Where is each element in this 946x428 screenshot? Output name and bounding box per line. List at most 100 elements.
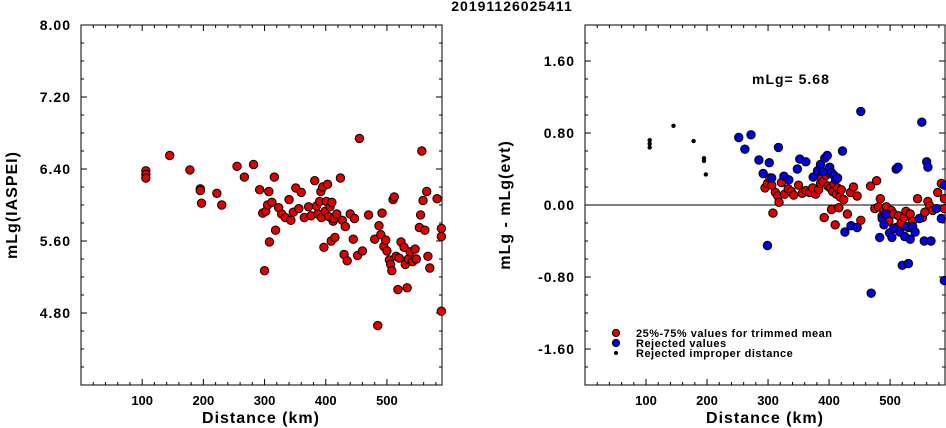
data-point: [349, 213, 360, 224]
data-point: [382, 246, 392, 256]
data-point-rejected: [840, 227, 850, 237]
left-plot-frame: [80, 24, 443, 386]
data-point: [348, 234, 358, 244]
y-tick-label: 5.60: [40, 233, 71, 249]
data-point: [423, 251, 433, 261]
data-point: [286, 215, 296, 226]
data-point-rejected: [746, 130, 756, 140]
data-point: [436, 231, 447, 242]
data-point-improper-distance: [671, 123, 676, 128]
data-point: [296, 187, 306, 198]
data-point: [865, 181, 876, 191]
x-tick-label: 400: [818, 393, 840, 408]
left-x-ticks: 100 200 300 400 500: [92, 25, 437, 408]
data-point: [842, 209, 853, 219]
data-point: [141, 173, 151, 183]
data-point: [185, 165, 195, 175]
x-tick-label: 300: [254, 393, 276, 408]
magnitude-annotation: mLg= 5.68: [752, 71, 830, 87]
data-point: [195, 185, 206, 196]
data-point-rejected: [939, 180, 946, 190]
data-point-rejected: [852, 222, 862, 233]
data-point: [264, 186, 274, 197]
data-point: [377, 208, 387, 218]
left-y-axis-label: mLg(IASPEI): [4, 151, 21, 259]
y-tick-label: 0.80: [544, 125, 575, 141]
y-tick-label: 1.60: [544, 53, 575, 69]
data-point-rejected: [784, 175, 794, 185]
data-point: [248, 159, 259, 170]
data-point: [912, 194, 923, 204]
data-point: [836, 185, 846, 195]
data-point: [354, 133, 365, 144]
data-point-rejected: [910, 227, 920, 237]
data-point-rejected: [758, 168, 768, 179]
legend-label-rejected-values: Rejected values: [636, 338, 727, 350]
data-point-rejected: [939, 275, 946, 286]
figure-title: 20191126025411: [451, 0, 572, 14]
legend-label-improper-distance: Rejected improper distance: [636, 348, 793, 360]
x-tick-label: 200: [193, 393, 215, 408]
data-point-rejected: [856, 106, 866, 117]
data-point: [768, 208, 778, 218]
data-point-rejected: [740, 144, 750, 154]
data-point-rejected: [914, 213, 925, 224]
data-point: [425, 263, 435, 273]
data-point: [232, 161, 242, 172]
x-tick-label: 100: [131, 393, 153, 408]
data-point: [267, 197, 277, 208]
data-point: [788, 190, 799, 200]
x-tick-label: 400: [315, 393, 337, 408]
legend-marker-improper-distance: [614, 351, 618, 355]
left-y-ticks: 4.80 5.60 6.40 7.20 8.00: [40, 17, 442, 368]
data-point: [848, 182, 859, 192]
data-point-rejected: [879, 220, 889, 230]
data-point-rejected: [875, 232, 885, 243]
data-point: [422, 186, 432, 197]
data-point-rejected: [801, 157, 811, 167]
data-point: [332, 209, 342, 219]
data-point: [373, 320, 383, 331]
data-point: [381, 235, 391, 245]
data-point-rejected: [887, 232, 897, 243]
data-point: [793, 180, 804, 190]
data-point: [322, 179, 333, 190]
data-point: [871, 176, 882, 186]
right-x-ticks: 100 200 300 400 500: [596, 25, 940, 408]
right-x-axis-label: Distance (km): [706, 410, 824, 427]
x-tick-label: 500: [879, 393, 901, 408]
data-point-improper-distance: [691, 138, 696, 144]
data-point: [340, 221, 351, 232]
data-point: [387, 266, 397, 276]
left-x-axis-label: Distance (km): [202, 410, 320, 427]
data-point: [420, 225, 430, 235]
data-point-rejected: [792, 164, 803, 174]
data-point-rejected: [866, 288, 876, 298]
data-point-rejected: [903, 258, 914, 269]
data-point: [774, 197, 784, 208]
y-tick-label: -1.60: [538, 341, 575, 357]
data-point-rejected: [822, 150, 832, 161]
data-point-rejected: [808, 172, 818, 182]
data-point-rejected: [881, 209, 891, 219]
data-point-rejected: [923, 162, 933, 172]
data-point: [932, 187, 943, 198]
right-points: [647, 106, 946, 298]
y-tick-label: 7.20: [40, 89, 71, 105]
data-point: [310, 176, 320, 186]
data-point-rejected: [767, 173, 777, 183]
data-point-improper-distance: [647, 141, 652, 146]
data-point: [284, 194, 294, 205]
y-tick-label: 8.00: [40, 17, 71, 33]
data-point-rejected: [905, 234, 915, 244]
data-point: [294, 203, 304, 214]
data-point: [212, 188, 222, 199]
data-point-rejected: [762, 240, 773, 251]
data-point: [411, 254, 422, 264]
left-points: [141, 133, 447, 331]
data-point-rejected: [773, 142, 784, 153]
data-point: [402, 283, 412, 293]
data-point: [417, 146, 427, 156]
data-point: [410, 244, 420, 254]
y-tick-label: 4.80: [40, 305, 71, 321]
